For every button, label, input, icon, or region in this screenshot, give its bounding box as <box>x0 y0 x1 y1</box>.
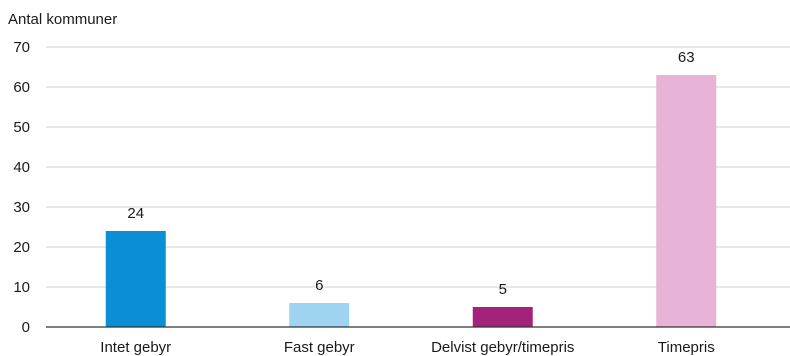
y-tick-label: 20 <box>13 239 30 256</box>
data-label: 63 <box>678 49 695 66</box>
bar <box>656 75 717 327</box>
bar <box>289 303 350 327</box>
gridlines <box>46 46 790 288</box>
y-tick-label: 10 <box>13 279 30 296</box>
data-label: 24 <box>127 205 144 222</box>
bar <box>105 231 166 327</box>
bars <box>105 75 717 327</box>
y-tick-label: 60 <box>13 79 30 96</box>
y-tick-label: 0 <box>22 319 30 336</box>
data-label: 6 <box>315 277 323 294</box>
data-label: 5 <box>499 281 507 298</box>
data-labels: 24 6 5 63 <box>127 49 694 298</box>
y-tick-label: 40 <box>13 159 30 176</box>
x-tick-labels: Intet gebyr Fast gebyr Delvist gebyr/timep… <box>100 339 714 356</box>
x-tick-label: Intet gebyr <box>100 339 171 356</box>
bar <box>472 307 533 327</box>
y-axis-label: Antal kommuner <box>8 11 117 28</box>
y-tick-label: 30 <box>13 199 30 216</box>
y-tick-label: 70 <box>13 39 30 56</box>
y-tick-labels: 0 10 20 30 40 50 60 70 <box>13 39 30 336</box>
x-tick-label: Fast gebyr <box>284 339 355 356</box>
x-tick-label: Timepris <box>658 339 715 356</box>
y-tick-label: 50 <box>13 119 30 136</box>
x-tick-label: Delvist gebyr/timepris <box>431 339 574 356</box>
